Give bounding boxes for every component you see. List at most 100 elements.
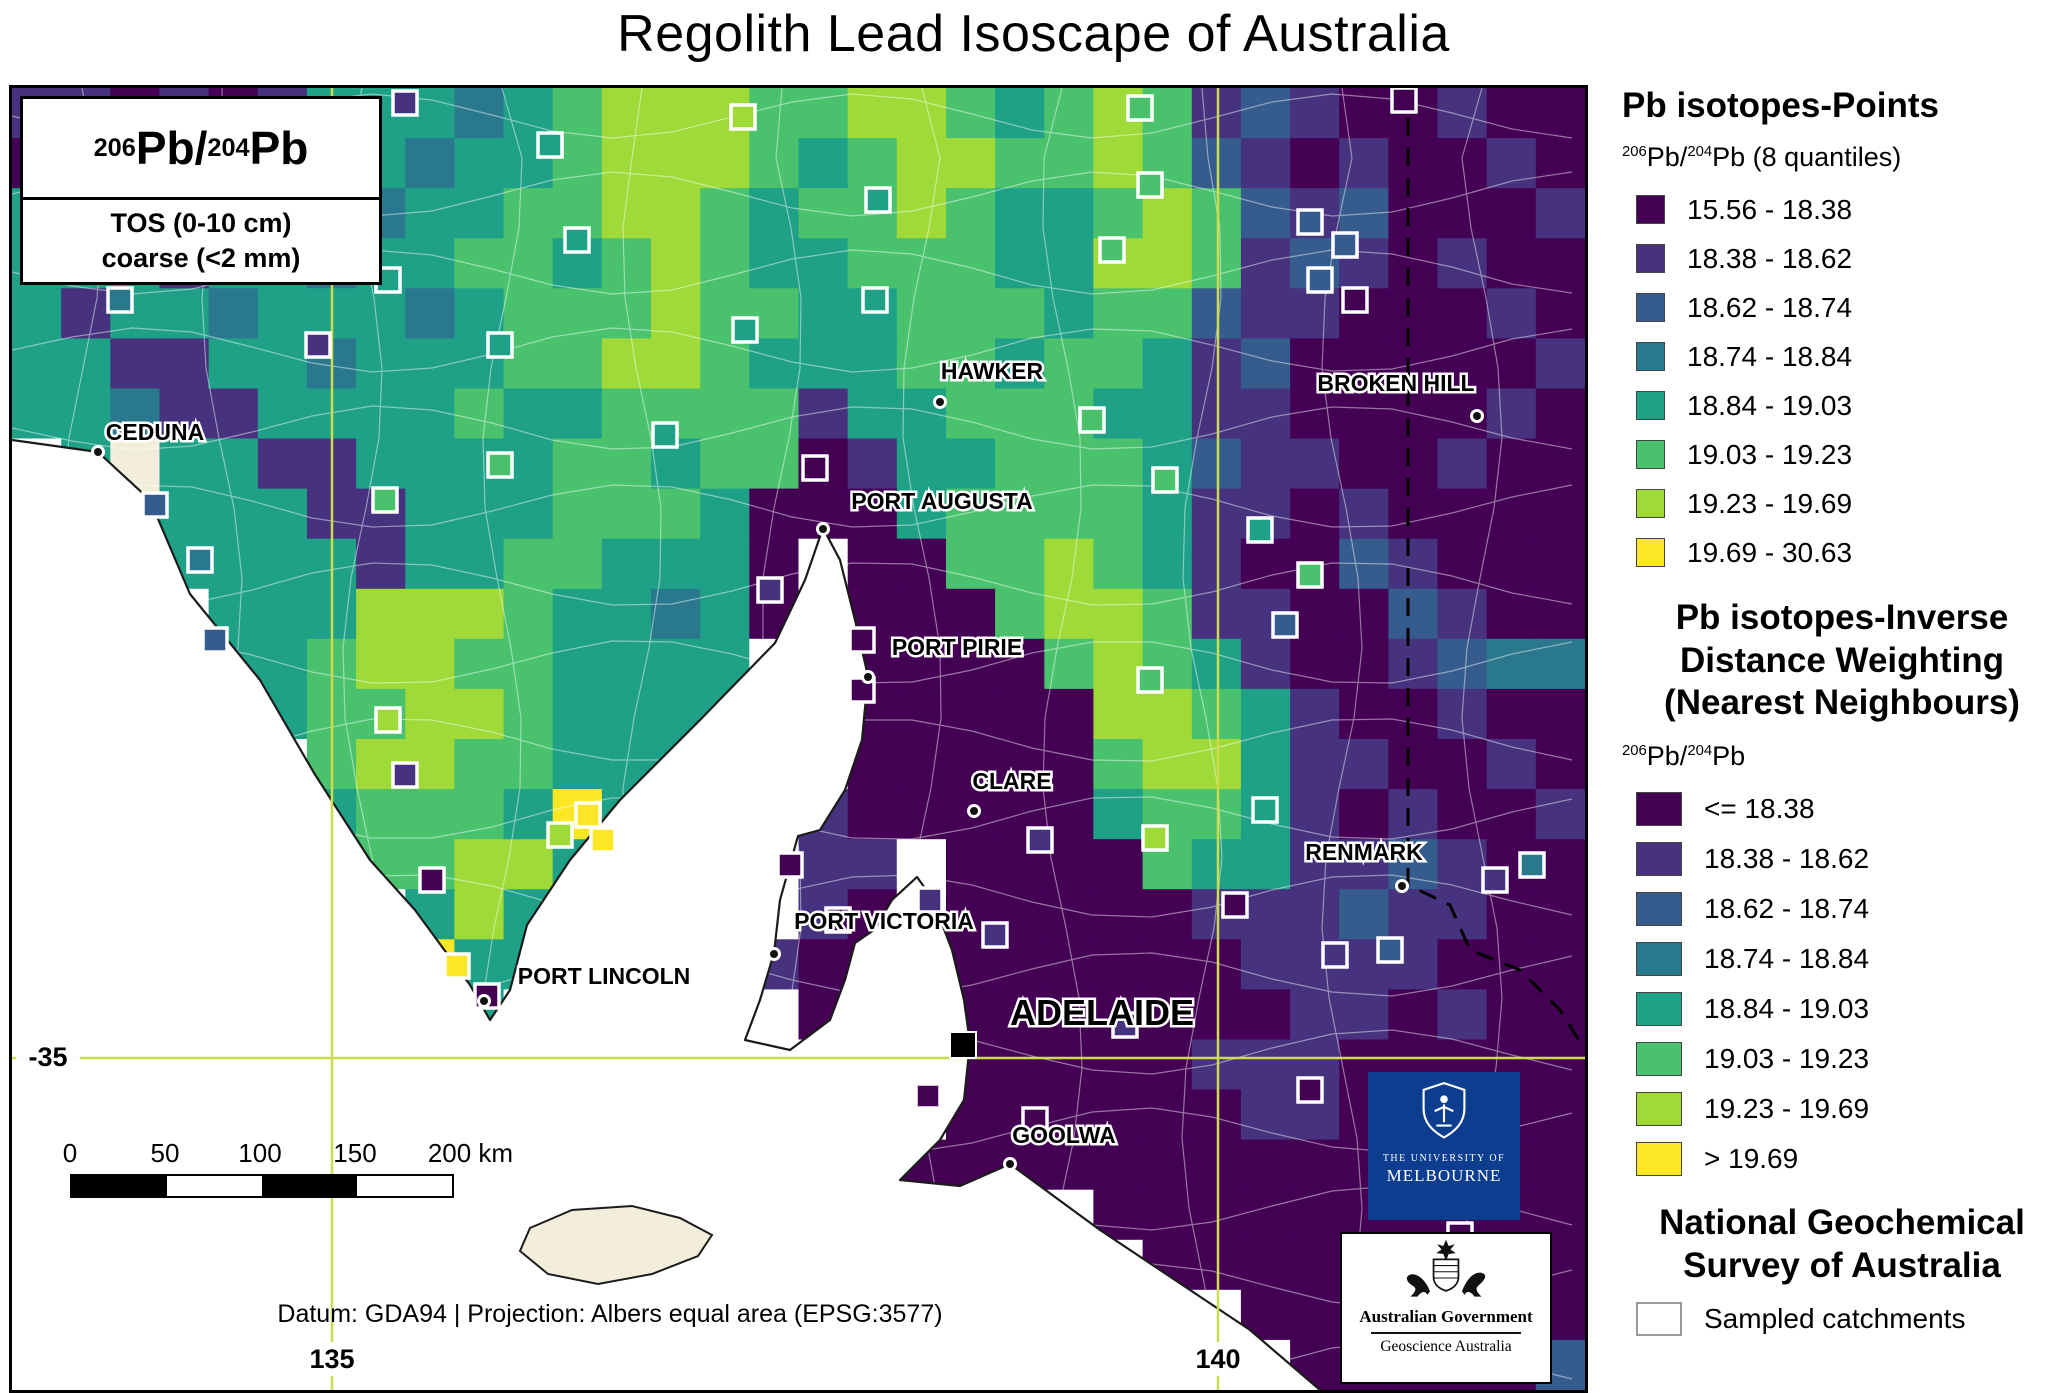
raster-cell <box>12 388 62 440</box>
raster-cell <box>700 588 751 640</box>
raster-cell <box>503 839 554 891</box>
raster-cell <box>208 488 259 540</box>
city-dot <box>94 448 102 456</box>
raster-cell <box>1535 338 1585 390</box>
idw-sup-206: 206 <box>1622 743 1647 760</box>
raster-cell <box>946 438 996 490</box>
scale-bar-segments <box>70 1174 454 1198</box>
raster-cell <box>552 688 603 740</box>
raster-cell <box>503 238 554 290</box>
sample-point-marker <box>1126 94 1154 122</box>
city-dot <box>1473 412 1481 420</box>
raster-cell <box>1535 1039 1585 1091</box>
raster-cell <box>1044 1089 1095 1141</box>
raster-cell <box>405 588 456 640</box>
sample-point-marker <box>916 886 944 914</box>
raster-cell <box>405 538 456 590</box>
legend-class-label: > 19.69 <box>1704 1143 1799 1175</box>
raster-cell <box>1290 288 1341 340</box>
raster-cell <box>454 538 505 590</box>
sample-point-marker <box>589 826 617 854</box>
raster-cell <box>1339 438 1390 490</box>
raster-cell <box>946 238 996 290</box>
legend-class-row: > 19.69 <box>1636 1134 2062 1184</box>
raster-cell <box>503 688 554 740</box>
raster-cell <box>1339 989 1390 1041</box>
raster-cell <box>257 488 308 540</box>
raster-cell <box>454 688 505 740</box>
raster-cell <box>1437 188 1488 240</box>
raster-cell <box>1093 688 1144 740</box>
legend-class-label: 18.74 - 18.84 <box>1687 340 1853 372</box>
raster-cell <box>1142 388 1193 440</box>
raster-cell <box>1437 288 1488 340</box>
idw-legend-subtitle: 206Pb/204Pb <box>1622 741 2062 772</box>
raster-cell <box>1388 588 1439 640</box>
legend-class-label: 19.69 - 30.63 <box>1687 536 1853 568</box>
raster-cell <box>601 388 652 440</box>
raster-cell <box>995 238 1046 290</box>
raster-cell <box>700 188 751 240</box>
raster-cell <box>651 288 701 340</box>
sample-point-marker <box>1296 208 1324 236</box>
scale-bar: 0 50 100 150 200 km <box>63 1138 590 1198</box>
raster-cell <box>1044 88 1095 139</box>
scale-segment <box>262 1176 357 1196</box>
sample-point-marker <box>1221 891 1249 919</box>
raster-cell <box>552 488 603 540</box>
raster-cell <box>1535 88 1585 139</box>
raster-cell <box>1339 338 1390 390</box>
raster-cell <box>159 388 210 440</box>
catchment-line <box>12 405 1573 451</box>
raster-cell <box>1486 989 1537 1041</box>
raster-cell <box>454 839 505 891</box>
idw-title-line2: Distance Weighting <box>1679 640 2005 680</box>
raster-cell <box>1535 638 1585 690</box>
raster-cell <box>1044 939 1095 991</box>
australian-coat-of-arms-icon <box>1406 1239 1486 1297</box>
raster-cell <box>1388 789 1439 840</box>
raster-cell <box>1290 1289 1341 1341</box>
raster-cell <box>1486 288 1537 340</box>
legend-swatch <box>1636 538 1665 567</box>
raster-cell <box>896 338 947 390</box>
raster-cell <box>1044 288 1095 340</box>
sampled-catchments-row: Sampled catchments <box>1636 1299 2062 1339</box>
raster-cell <box>651 588 701 640</box>
raster-cell <box>847 238 898 290</box>
raster-cell <box>1240 188 1291 240</box>
sample-point-marker <box>1376 936 1404 964</box>
raster-cell <box>847 438 898 490</box>
raster-cell <box>1437 989 1488 1041</box>
raster-cell <box>995 138 1046 189</box>
raster-cell <box>601 138 652 189</box>
raster-cell <box>503 88 554 139</box>
raster-cell <box>1535 1139 1585 1191</box>
raster-cell <box>995 188 1046 240</box>
city-dot <box>480 997 488 1005</box>
legend-swatch <box>1636 792 1682 827</box>
raster-cell <box>61 338 112 390</box>
raster-cell <box>208 388 259 440</box>
raster-cell <box>1044 188 1095 240</box>
raster-cell <box>1437 638 1488 690</box>
raster-cell <box>1486 588 1537 640</box>
raster-cell <box>1240 88 1291 139</box>
sample-point-marker <box>729 103 757 131</box>
raster-cell <box>405 288 456 340</box>
ngsa-title: National Geochemical Survey of Australia <box>1622 1202 2062 1287</box>
raster-cell <box>1388 138 1439 189</box>
raster-cell <box>1388 739 1439 790</box>
raster-cell <box>356 789 407 840</box>
raster-cell <box>896 438 947 490</box>
sample-point-marker <box>201 626 229 654</box>
raster-cell <box>1339 188 1390 240</box>
legend-class-row: 18.38 - 18.62 <box>1636 834 2062 884</box>
raster-cell <box>1486 939 1537 991</box>
city-label: PORT LINCOLN <box>518 963 691 989</box>
raster-cell <box>749 438 800 490</box>
raster-cell <box>1388 338 1439 390</box>
legend-swatch <box>1636 1142 1682 1177</box>
raster-cell <box>257 538 308 590</box>
geoscience-australia-logo: Australian Government Geoscience Austral… <box>1340 1232 1552 1384</box>
